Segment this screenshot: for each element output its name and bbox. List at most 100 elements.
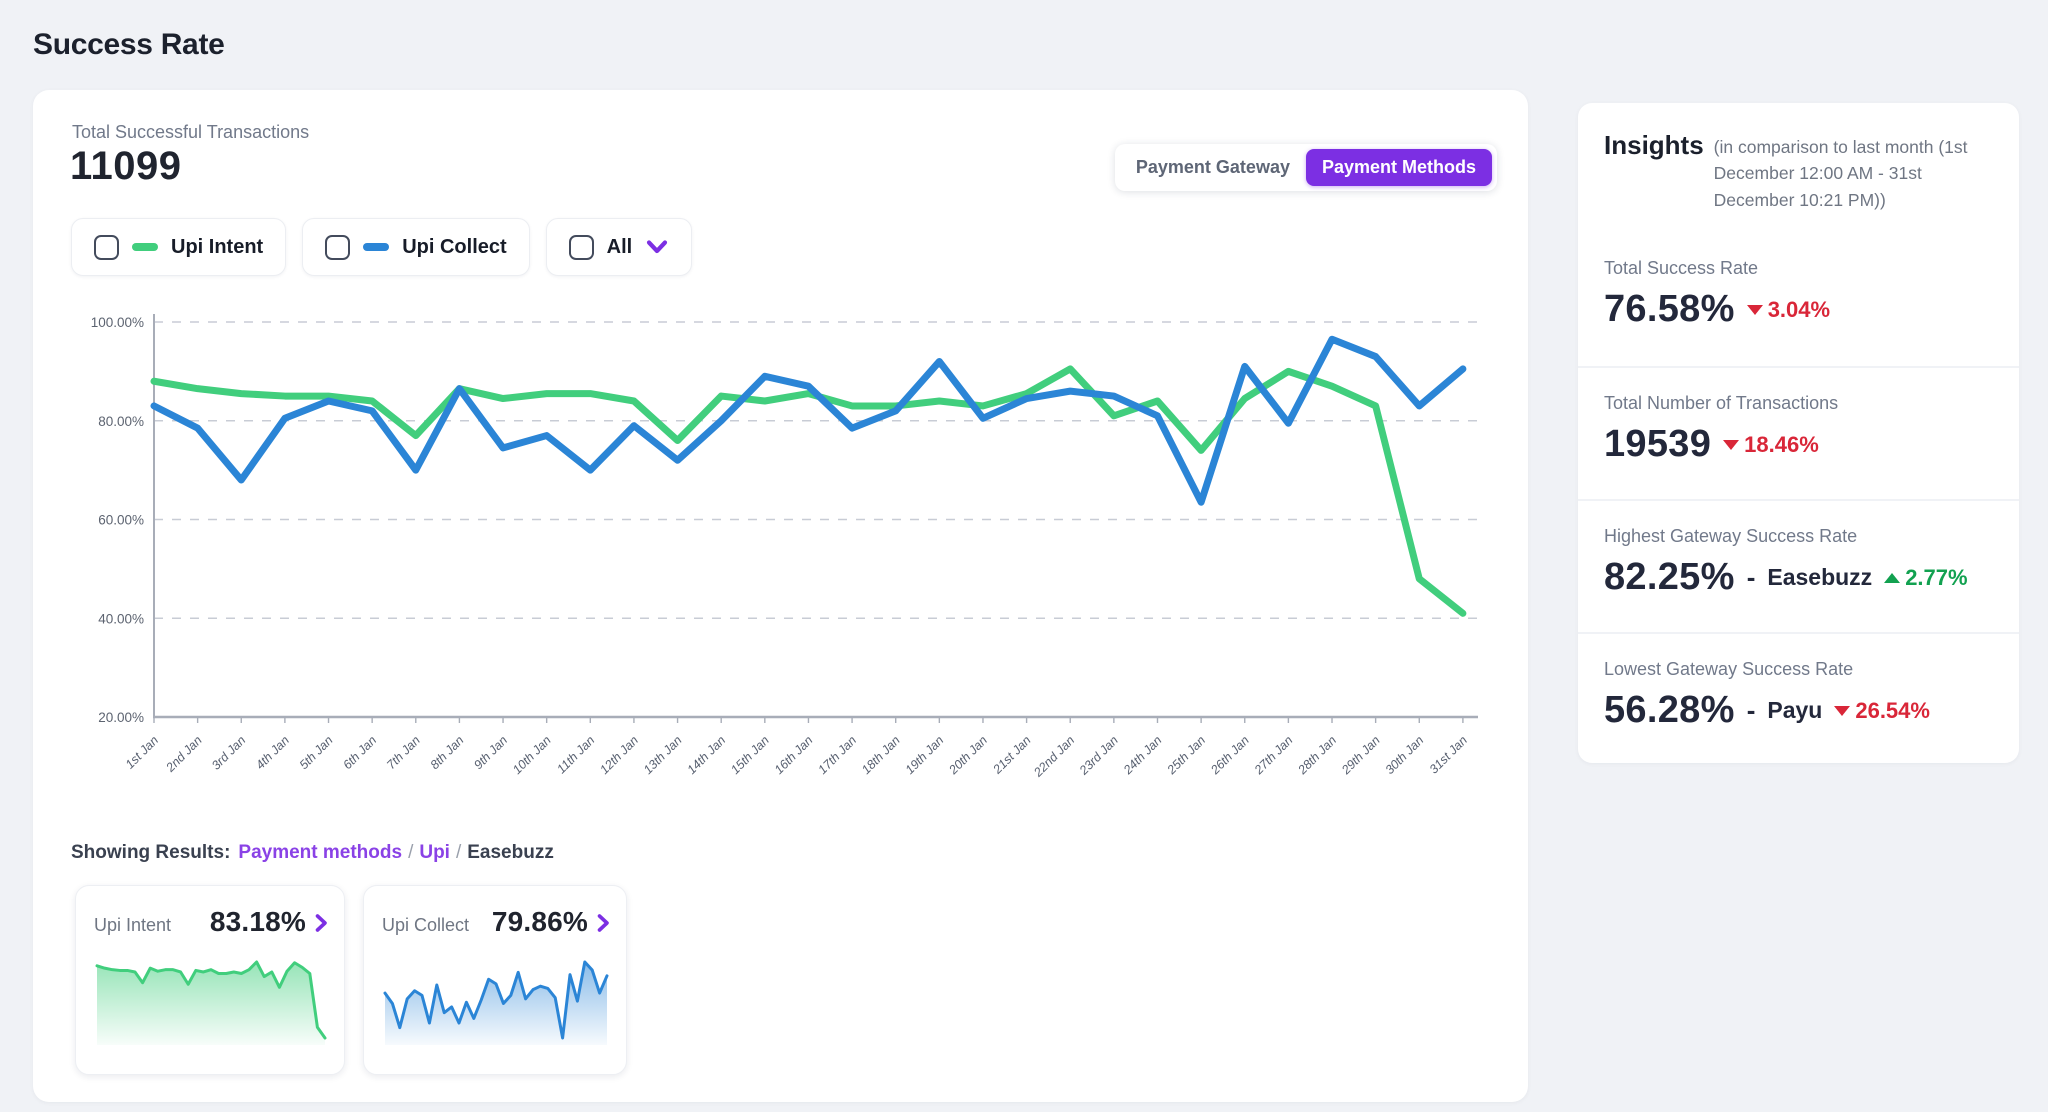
insight-delta: 2.77% [1884, 564, 1968, 591]
insight-label: Total Number of Transactions [1604, 393, 1839, 413]
insight-total-transactions: Total Number of Transactions 19539 18.46… [1578, 366, 2019, 499]
insight-separator: - [1746, 562, 1756, 592]
filter-upi-collect[interactable]: Upi Collect [302, 218, 530, 276]
sparkline-area [97, 962, 325, 1045]
upi-intent-sparkline [95, 960, 327, 1045]
breadcrumb-separator: / [455, 842, 462, 863]
chevron-down-icon[interactable] [645, 239, 669, 255]
insight-separator: - [1746, 695, 1756, 725]
x-axis-tick-label: 13th Jan [641, 733, 685, 777]
x-axis-tick-label: 26th Jan [1207, 733, 1252, 778]
x-axis-tick-label: 9th Jan [471, 733, 510, 772]
x-axis-tick-label: 2nd Jan [163, 733, 205, 775]
x-axis-tick-label: 10th Jan [510, 733, 554, 777]
x-axis-tick-label: 20th Jan [946, 733, 991, 778]
success-rate-card: Total Successful Transactions 11099 Paym… [33, 90, 1528, 1102]
y-axis-tick-label: 80.00% [98, 414, 144, 429]
breadcrumb-prefix: Showing Results: [71, 842, 231, 863]
x-axis-tick-label: 24th Jan [1120, 733, 1165, 778]
upi-collect-label: Upi Collect [402, 235, 507, 258]
x-axis-tick-label: 12th Jan [597, 733, 641, 777]
breadcrumb-upi[interactable]: Upi [419, 842, 450, 863]
x-axis-tick-label: 11th Jan [554, 733, 597, 776]
insight-label: Total Success Rate [1604, 258, 1759, 278]
triangle-up-icon [1884, 572, 1901, 583]
x-axis-tick-label: 17th Jan [815, 733, 859, 777]
x-axis-tick-label: 1st Jan [123, 733, 161, 771]
upi-intent-card-label: Upi Intent [94, 915, 172, 935]
chevron-right-icon[interactable] [596, 913, 610, 933]
all-checkbox[interactable] [568, 234, 594, 260]
insight-value: 76.58% [1604, 288, 1735, 330]
insight-delta-value: 3.04% [1767, 296, 1831, 322]
insights-header: Insights (in comparison to last month (1… [1604, 103, 1993, 233]
insight-delta-value: 2.77% [1905, 564, 1968, 590]
chevron-right-icon[interactable] [314, 913, 328, 933]
insight-gateway-name: Easebuzz [1767, 564, 1873, 590]
upi-intent-card-value: 83.18% [209, 906, 306, 937]
insight-value: 19539 [1604, 423, 1712, 465]
x-axis-tick-label: 14th Jan [684, 733, 728, 777]
upi-intent-card[interactable]: Upi Intent 83.18% [75, 885, 345, 1075]
x-axis-tick-label: 5th Jan [297, 733, 336, 772]
method-card-row: Upi Intent 83.18% Upi Collect 79.86% [75, 885, 627, 1075]
y-axis-tick-label: 20.00% [98, 710, 144, 725]
insight-value: 56.28% [1604, 689, 1735, 731]
payment-gateway-tab[interactable]: Payment Gateway [1120, 149, 1306, 186]
insight-lowest-gateway: Lowest Gateway Success Rate 56.28% - Pay… [1578, 632, 2019, 765]
x-axis-tick-label: 3rd Jan [209, 733, 248, 772]
upi-intent-swatch [132, 243, 158, 251]
x-axis-tick-label: 23rd Jan [1076, 733, 1121, 778]
insight-delta: 26.54% [1834, 698, 1930, 724]
x-axis-tick-label: 29th Jan [1338, 733, 1383, 778]
y-axis-tick-label: 60.00% [98, 513, 144, 528]
sparkline-area [385, 962, 607, 1045]
insight-delta-value: 18.46% [1744, 431, 1819, 457]
insight-highest-gateway: Highest Gateway Success Rate 82.25% - Ea… [1578, 499, 2019, 632]
legend-filter-row: Upi Intent Upi Collect All [71, 218, 693, 276]
x-axis-tick-label: 18th Jan [859, 733, 903, 777]
upi-intent-checkbox[interactable] [94, 234, 119, 260]
series-line-upi-collect [150, 335, 1467, 506]
breadcrumb: Showing Results: Payment methods / Upi / Ease… [71, 842, 554, 864]
page-title: Success Rate [33, 28, 225, 61]
triangle-down-icon [1746, 304, 1763, 315]
y-axis-tick-label: 100.00% [91, 315, 144, 330]
insight-delta-value: 26.54% [1855, 697, 1930, 723]
upi-collect-swatch [363, 243, 390, 251]
breadcrumb-easebuzz: Easebuzz [467, 842, 554, 863]
x-axis-tick-label: 16th Jan [772, 733, 816, 777]
x-axis-tick-label: 15th Jan [728, 733, 772, 777]
upi-collect-card-header: Upi Collect 79.86% [382, 906, 610, 938]
upi-collect-card-value: 79.86% [491, 906, 588, 937]
insight-label: Lowest Gateway Success Rate [1604, 659, 1854, 679]
sparkline-line [95, 960, 327, 1040]
x-axis-tick-label: 21st Jan [990, 733, 1034, 777]
total-transactions-value: 11099 [70, 144, 182, 188]
insight-label: Highest Gateway Success Rate [1604, 526, 1858, 546]
x-axis-tick-label: 8th Jan [428, 733, 467, 772]
filter-upi-intent[interactable]: Upi Intent [71, 218, 287, 276]
all-label: All [606, 235, 633, 258]
upi-collect-card-label: Upi Collect [382, 915, 470, 935]
upi-intent-card-header: Upi Intent 83.18% [94, 906, 328, 938]
x-axis-tick-label: 30th Jan [1383, 733, 1427, 777]
upi-intent-label: Upi Intent [171, 235, 264, 258]
triangle-down-icon [1834, 705, 1851, 716]
x-axis-tick-label: 25th Jan [1164, 733, 1209, 778]
success-rate-line-chart: 100.00% 80.00% 60.00% 40.00% 20.00% 1st Jan 2n… [91, 314, 1478, 780]
upi-collect-checkbox[interactable] [325, 234, 351, 260]
filter-all-dropdown[interactable]: All [545, 218, 693, 276]
upi-collect-card[interactable]: Upi Collect 79.86% [363, 885, 627, 1075]
x-axis-tick-label: 7th Jan [384, 733, 423, 772]
insight-delta: 18.46% [1723, 432, 1819, 458]
insights-panel: Insights (in comparison to last month (1… [1578, 103, 2019, 763]
x-axis-tick-label: 6th Jan [340, 733, 379, 772]
x-axis-tick-label: 27th Jan [1251, 733, 1296, 778]
triangle-down-icon [1723, 439, 1740, 450]
breadcrumb-payment-methods[interactable]: Payment methods [238, 842, 403, 863]
payment-methods-tab[interactable]: Payment Methods [1305, 149, 1492, 186]
series-line-upi-intent [150, 365, 1467, 617]
breadcrumb-separator: / [408, 842, 414, 863]
